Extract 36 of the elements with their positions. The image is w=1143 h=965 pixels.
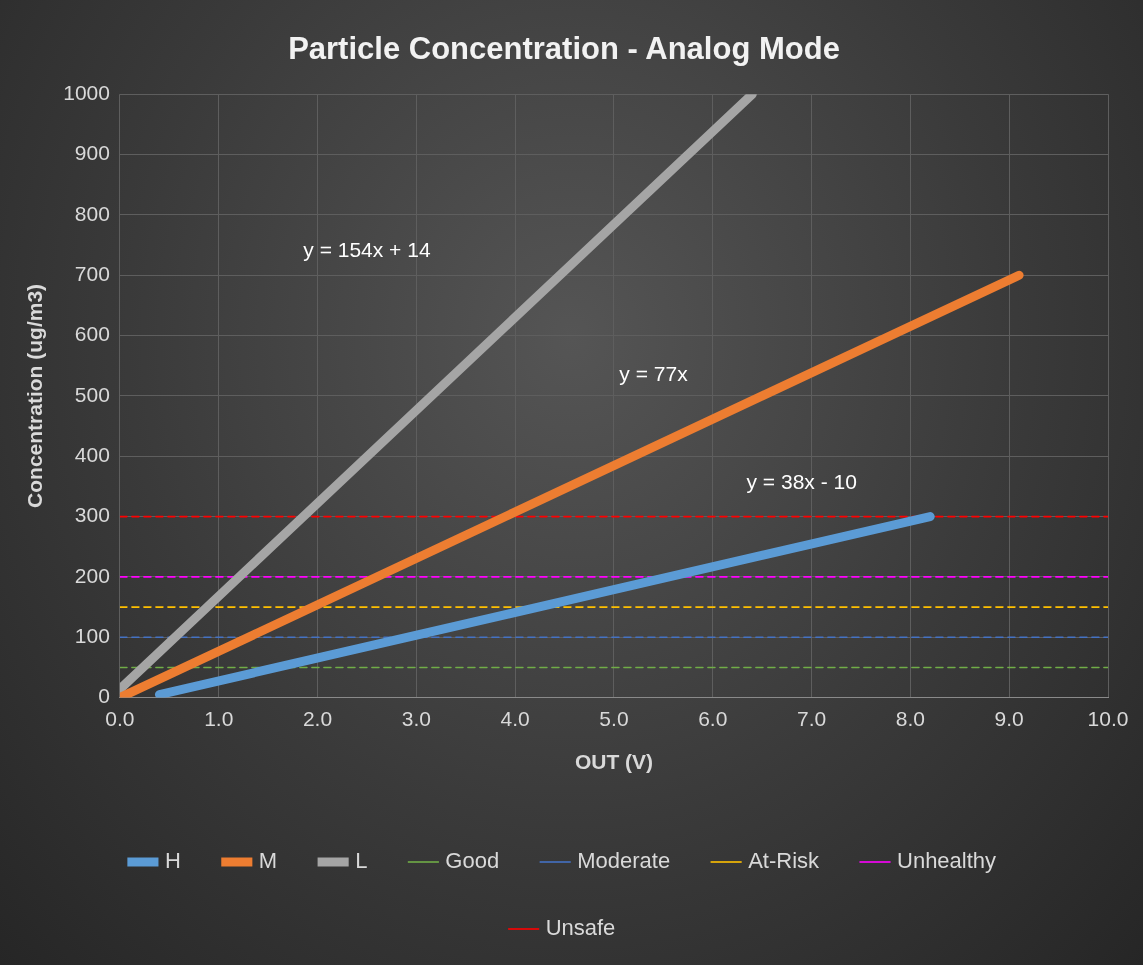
x-tick-label: 4.0: [500, 707, 530, 730]
legend-label: At-Risk: [748, 848, 821, 874]
y-tick-label: 300: [74, 503, 110, 527]
y-tick-label: 600: [74, 322, 110, 346]
legend-label: L: [355, 848, 368, 874]
y-tick-label: 900: [74, 141, 110, 165]
annotation: y = 38x - 10: [746, 470, 857, 494]
x-tick-label: 7.0: [796, 707, 827, 730]
x-tick-label: 5.0: [599, 707, 629, 730]
annotation: y = 154x + 14: [303, 237, 431, 261]
chart-title: Particle Concentration - Analog Mode: [288, 31, 840, 67]
x-tick-label: 6.0: [698, 707, 728, 730]
x-tick-label: 2.0: [302, 707, 333, 730]
legend-label: Moderate: [577, 848, 671, 874]
legend-label: M: [258, 848, 278, 874]
legend-label: Unsafe: [545, 915, 616, 941]
y-tick-label: 1000: [63, 81, 110, 104]
x-tick-label: 9.0: [994, 707, 1024, 730]
x-tick-label: 8.0: [895, 707, 925, 730]
y-tick-label: 200: [74, 563, 110, 587]
y-tick-label: 400: [74, 443, 110, 467]
y-tick-label: 700: [74, 262, 110, 286]
y-tick-label: 800: [74, 201, 110, 225]
legend-label: Good: [445, 848, 500, 874]
x-tick-label: 1.0: [204, 707, 234, 730]
annotation: y = 77x: [619, 361, 689, 385]
x-tick-label: 0.0: [105, 707, 135, 730]
y-tick-label: 100: [74, 624, 110, 648]
y-axis-title: Concentration (ug/m3): [23, 283, 47, 508]
y-tick-label: 0: [98, 684, 110, 708]
legend-label: Unhealthy: [897, 848, 997, 874]
x-axis-title: OUT (V): [574, 750, 654, 774]
legend-label: H: [164, 848, 181, 874]
x-tick-label: 10.0: [1087, 707, 1129, 730]
y-tick-label: 500: [74, 382, 110, 406]
x-tick-label: 3.0: [401, 707, 431, 730]
